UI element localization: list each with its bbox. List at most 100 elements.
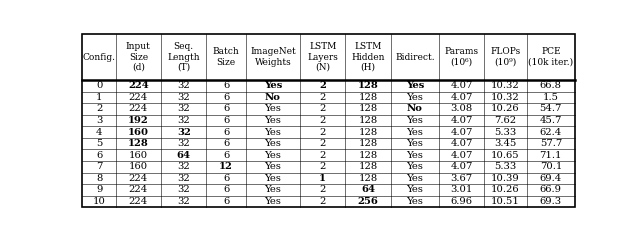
Text: 160: 160 xyxy=(129,151,148,160)
Text: Yes: Yes xyxy=(264,174,282,183)
Text: 6.96: 6.96 xyxy=(451,197,473,206)
Text: 128: 128 xyxy=(358,139,378,148)
Text: 256: 256 xyxy=(358,197,378,206)
Text: 32: 32 xyxy=(177,128,191,136)
Text: Yes: Yes xyxy=(406,151,423,160)
Text: 32: 32 xyxy=(177,116,190,125)
Text: Config.: Config. xyxy=(83,53,116,62)
Text: LSTM
Hidden
(H): LSTM Hidden (H) xyxy=(351,42,385,72)
Text: 3.01: 3.01 xyxy=(451,185,473,194)
Text: 6: 6 xyxy=(223,116,229,125)
Text: 3.67: 3.67 xyxy=(451,174,473,183)
Text: 224: 224 xyxy=(129,104,148,114)
Text: Yes: Yes xyxy=(264,162,282,171)
Text: 32: 32 xyxy=(177,197,190,206)
Text: 5.33: 5.33 xyxy=(494,162,516,171)
Text: FLOPs
(10⁹): FLOPs (10⁹) xyxy=(490,47,520,67)
Text: 64: 64 xyxy=(177,151,191,160)
Text: 224: 224 xyxy=(129,174,148,183)
Text: 32: 32 xyxy=(177,104,190,114)
Text: 6: 6 xyxy=(223,139,229,148)
Text: 6: 6 xyxy=(96,151,102,160)
Text: 6: 6 xyxy=(223,174,229,183)
Text: Yes: Yes xyxy=(406,116,423,125)
Text: 66.8: 66.8 xyxy=(540,81,562,90)
Text: 32: 32 xyxy=(177,185,190,194)
Text: Seq.
Length
(T): Seq. Length (T) xyxy=(168,42,200,72)
Text: 32: 32 xyxy=(177,81,190,90)
Text: 32: 32 xyxy=(177,174,190,183)
Text: 10.32: 10.32 xyxy=(491,93,520,102)
Text: 32: 32 xyxy=(177,162,190,171)
Text: 6: 6 xyxy=(223,197,229,206)
Text: Params
(10⁶): Params (10⁶) xyxy=(445,47,479,67)
Text: Yes: Yes xyxy=(264,128,282,136)
Text: 4.07: 4.07 xyxy=(451,93,473,102)
Text: 5: 5 xyxy=(96,139,102,148)
Text: Yes: Yes xyxy=(406,128,423,136)
Text: 128: 128 xyxy=(358,81,378,90)
Text: 128: 128 xyxy=(358,128,378,136)
Text: 4.07: 4.07 xyxy=(451,139,473,148)
Text: 128: 128 xyxy=(358,104,378,114)
Text: 192: 192 xyxy=(128,116,148,125)
Text: 57.7: 57.7 xyxy=(540,139,562,148)
Text: Bidirect.: Bidirect. xyxy=(395,53,435,62)
Text: 2: 2 xyxy=(319,139,326,148)
Text: Yes: Yes xyxy=(406,139,423,148)
Text: Yes: Yes xyxy=(264,104,282,114)
Text: 0: 0 xyxy=(96,81,102,90)
Text: 128: 128 xyxy=(128,139,148,148)
Text: No: No xyxy=(407,104,423,114)
Text: 1.5: 1.5 xyxy=(543,93,559,102)
Text: 8: 8 xyxy=(96,174,102,183)
Text: 2: 2 xyxy=(319,151,326,160)
Text: 2: 2 xyxy=(319,185,326,194)
Text: 128: 128 xyxy=(358,116,378,125)
Text: 2: 2 xyxy=(319,104,326,114)
Text: 2: 2 xyxy=(96,104,102,114)
Text: 62.4: 62.4 xyxy=(540,128,562,136)
Text: Batch
Size: Batch Size xyxy=(212,47,239,67)
Text: 4.07: 4.07 xyxy=(451,151,473,160)
Text: 12: 12 xyxy=(219,162,233,171)
Text: 6: 6 xyxy=(223,151,229,160)
Text: Yes: Yes xyxy=(406,93,423,102)
Text: 6: 6 xyxy=(223,104,229,114)
Text: 128: 128 xyxy=(358,151,378,160)
Text: No: No xyxy=(265,93,281,102)
Text: Yes: Yes xyxy=(406,197,423,206)
Text: 128: 128 xyxy=(358,162,378,171)
Text: Input
Size
(d): Input Size (d) xyxy=(126,42,151,72)
Text: 70.1: 70.1 xyxy=(540,162,562,171)
Text: 3.45: 3.45 xyxy=(494,139,516,148)
Text: 10.39: 10.39 xyxy=(491,174,520,183)
Text: 4: 4 xyxy=(96,128,102,136)
Text: Yes: Yes xyxy=(264,81,282,90)
Text: Yes: Yes xyxy=(264,151,282,160)
Text: 71.1: 71.1 xyxy=(540,151,562,160)
Text: 10.26: 10.26 xyxy=(491,185,520,194)
Text: Yes: Yes xyxy=(264,139,282,148)
Text: 2: 2 xyxy=(319,197,326,206)
Text: 2: 2 xyxy=(319,93,326,102)
Text: 45.7: 45.7 xyxy=(540,116,562,125)
Text: 3: 3 xyxy=(96,116,102,125)
Text: 64: 64 xyxy=(361,185,375,194)
Text: 6: 6 xyxy=(223,128,229,136)
Text: PCE
(10k iter.): PCE (10k iter.) xyxy=(528,47,573,67)
Text: 128: 128 xyxy=(358,93,378,102)
Text: Yes: Yes xyxy=(264,197,282,206)
Text: 2: 2 xyxy=(319,116,326,125)
Text: 7.62: 7.62 xyxy=(495,116,516,125)
Text: 10.32: 10.32 xyxy=(491,81,520,90)
Text: 4.07: 4.07 xyxy=(451,162,473,171)
Text: 224: 224 xyxy=(129,197,148,206)
Text: 1: 1 xyxy=(96,93,102,102)
Text: 6: 6 xyxy=(223,185,229,194)
Text: 32: 32 xyxy=(177,139,190,148)
Text: 69.4: 69.4 xyxy=(540,174,562,183)
Text: 1: 1 xyxy=(319,174,326,183)
Text: 66.9: 66.9 xyxy=(540,185,562,194)
Text: 224: 224 xyxy=(129,185,148,194)
